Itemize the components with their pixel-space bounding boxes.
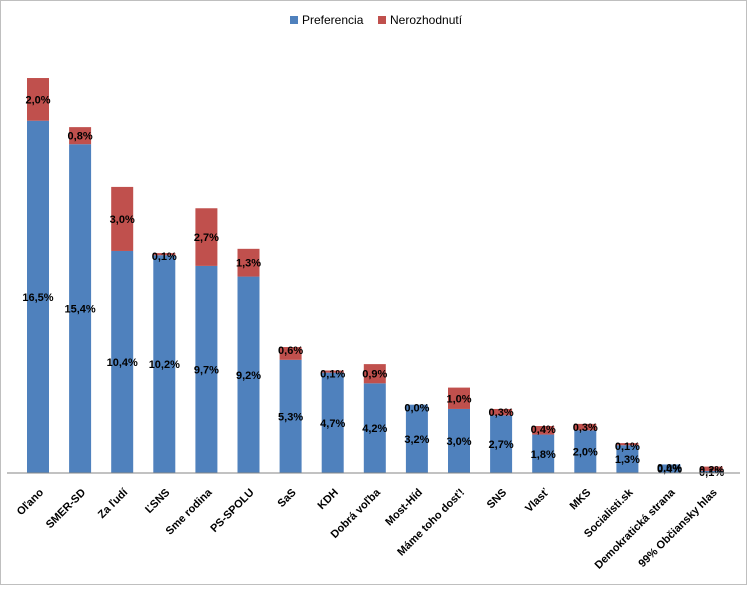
data-label-preferencia-olano: 16,5%	[22, 292, 53, 304]
bar-preferencia-kdh	[321, 372, 344, 473]
tick-label-ps-spolu: PS-SPOLU	[208, 487, 256, 535]
bar-nerozhodnuti-smer-sd	[69, 127, 92, 145]
bar-nerozhodnuti-ps-spolu	[237, 248, 260, 277]
tick-label-most-hid: Most-Híd	[383, 487, 425, 529]
data-label-nerozhodnuti-mks: 0,3%	[573, 422, 598, 434]
bar-preferencia-sns	[490, 415, 513, 473]
data-label-preferencia-vlast: 1,8%	[531, 449, 556, 461]
tick-label-olano: Oľano	[15, 486, 47, 518]
bar-preferencia-most-hid	[405, 404, 428, 473]
bar-nerozhodnuti-sas	[279, 347, 302, 360]
legend: Preferencia Nerozhodnutí	[290, 13, 463, 27]
bar-nerozhodnuti-olano	[27, 78, 49, 121]
data-label-nerozhodnuti-mame-toho-dost: 1,0%	[446, 393, 471, 405]
tick-label-mks: MKS	[568, 487, 594, 513]
bar-nerozhodnuti-mks	[574, 423, 597, 431]
data-label-preferencia-sme-rodina: 9,7%	[194, 364, 219, 376]
data-label-nerozhodnuti-dobra-volba: 0,9%	[362, 369, 387, 381]
data-label-preferencia-kdh: 4,7%	[320, 418, 345, 430]
tick-label-sas: SaS	[276, 487, 299, 510]
data-label-nerozhodnuti-kdh: 0,1%	[320, 369, 345, 381]
tick-label-kdh: KDH	[315, 487, 340, 512]
tick-label-sns: SNS	[485, 487, 509, 511]
bar-preferencia-vlast	[532, 434, 555, 473]
bar-preferencia-lsns	[153, 255, 176, 473]
data-label-nerozhodnuti-sme-rodina: 2,7%	[194, 232, 219, 244]
legend-swatch-nerozhodnuti	[378, 16, 386, 24]
bar-nerozhodnuti-99-obciansky-hlas	[700, 466, 723, 471]
bar-preferencia-mame-toho-dost	[448, 408, 470, 473]
bar-preferencia-sas	[279, 359, 302, 473]
tick-label-demokraticka-strana: Demokratická strana	[593, 486, 679, 572]
bar-preferencia-dobra-volba	[363, 383, 386, 473]
tick-label-lsns: ĽSNS	[143, 487, 172, 516]
bar-preferencia-olano	[27, 120, 49, 473]
data-label-preferencia-mame-toho-dost: 3,0%	[446, 436, 471, 448]
data-label-preferencia-socialisti-sk: 1,3%	[615, 454, 640, 466]
data-label-preferencia-dobra-volba: 4,2%	[362, 423, 387, 435]
bar-preferencia-socialisti-sk	[616, 445, 639, 473]
data-label-nerozhodnuti-socialisti-sk: 0,1%	[615, 441, 640, 453]
data-label-nerozhodnuti-99-obciansky-hlas: 0,2%	[699, 465, 724, 477]
bar-preferencia-smer-sd	[69, 144, 92, 473]
tick-label-smer-sd: SMER-SD	[44, 487, 88, 531]
data-label-preferencia-za-ludi: 10,4%	[107, 357, 138, 369]
bar-preferencia-ps-spolu	[237, 276, 260, 473]
data-label-nerozhodnuti-ps-spolu: 1,3%	[236, 258, 261, 270]
data-label-preferencia-sns: 2,7%	[489, 439, 514, 451]
bar-nerozhodnuti-vlast	[532, 426, 555, 435]
legend-label-preferencia: Preferencia	[302, 13, 364, 27]
data-label-nerozhodnuti-za-ludi: 3,0%	[110, 214, 135, 226]
data-label-nerozhodnuti-vlast: 0,4%	[531, 424, 556, 436]
data-label-nerozhodnuti-sns: 0,3%	[489, 407, 514, 419]
bar-nerozhodnuti-za-ludi	[111, 186, 134, 251]
bar-nerozhodnuti-kdh	[321, 370, 344, 373]
bar-nerozhodnuti-mame-toho-dost	[448, 387, 470, 409]
tick-label-za-ludi: Za ľudí	[96, 486, 131, 521]
data-label-preferencia-mks: 2,0%	[573, 447, 598, 459]
tick-label-vlast: Vlasť	[523, 486, 552, 515]
legend-swatch-preferencia	[290, 16, 298, 24]
data-label-preferencia-most-hid: 3,2%	[404, 434, 429, 446]
bar-preferencia-sme-rodina	[195, 265, 218, 473]
tick-label-sme-rodina: Sme rodina	[164, 486, 215, 537]
bar-nerozhodnuti-socialisti-sk	[616, 443, 639, 446]
bar-nerozhodnuti-lsns	[153, 253, 176, 256]
bar-preferencia-99-obciansky-hlas	[700, 470, 723, 473]
data-label-nerozhodnuti-lsns: 0,1%	[152, 251, 177, 263]
data-label-preferencia-lsns: 10,2%	[149, 359, 180, 371]
bar-preferencia-mks	[574, 430, 597, 473]
bar-preferencia-za-ludi	[111, 250, 134, 473]
tick-label-99-obciansky-hlas: 99% Občiansky hlas	[636, 487, 719, 570]
data-label-nerozhodnuti-olano: 2,0%	[25, 94, 50, 106]
data-label-preferencia-ps-spolu: 9,2%	[236, 370, 261, 382]
bar-nerozhodnuti-sns	[490, 408, 513, 416]
bar-preferencia-demokraticka-strana	[658, 464, 681, 473]
bar-nerozhodnuti-dobra-volba	[363, 364, 386, 384]
plot-area: 16,5% 2,0% Oľano 15,4% 0,8% SMER-SD 10,4% 3,0% Z…	[7, 78, 740, 572]
data-label-nerozhodnuti-smer-sd: 0,8%	[68, 131, 93, 143]
legend-label-nerozhodnuti: Nerozhodnutí	[390, 13, 463, 27]
data-label-preferencia-sas: 5,3%	[278, 411, 303, 423]
data-label-nerozhodnuti-sas: 0,6%	[278, 345, 303, 357]
data-label-preferencia-smer-sd: 15,4%	[64, 304, 95, 316]
bar-nerozhodnuti-sme-rodina	[195, 208, 218, 266]
data-label-nerozhodnuti-demokraticka-strana: 0,0%	[657, 462, 682, 474]
data-label-nerozhodnuti-most-hid: 0,0%	[404, 403, 429, 415]
